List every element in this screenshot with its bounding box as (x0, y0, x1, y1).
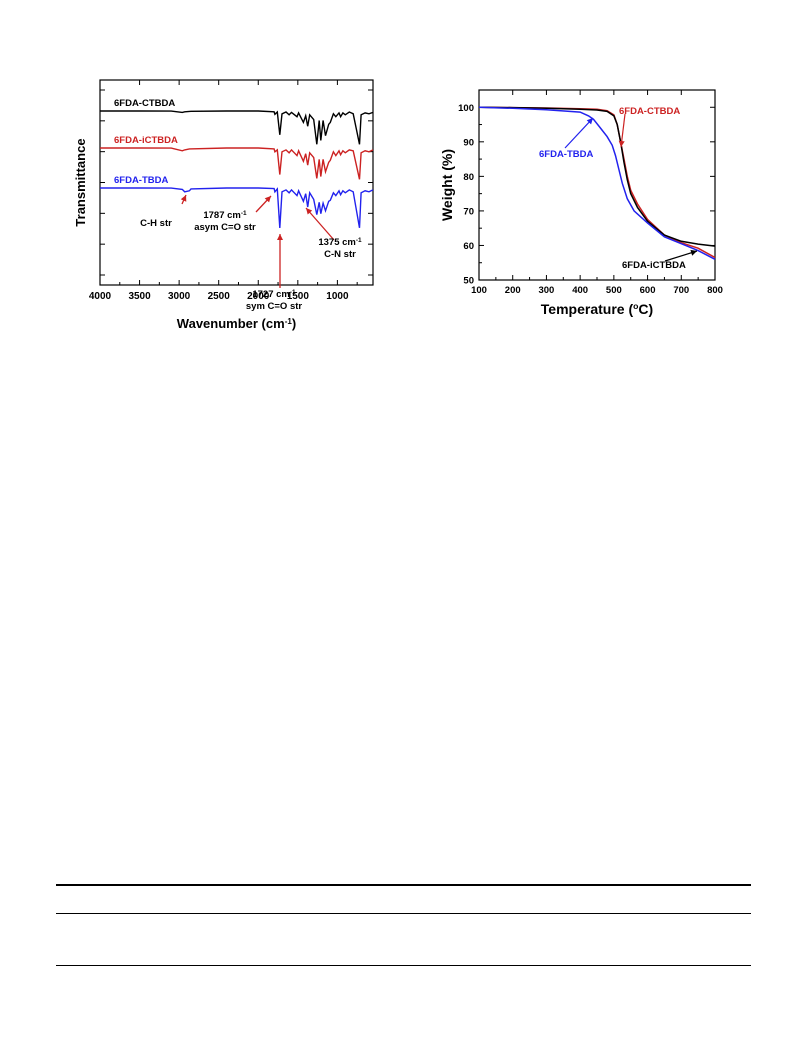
tga-x-tick-label: 600 (640, 285, 656, 296)
ftir-annotation-line1: C-H str (140, 218, 172, 229)
table-bottom-rule (56, 965, 751, 966)
tga-series-label: 6FDA-CTBDA (619, 106, 680, 117)
tga-y-tick-label: 80 (463, 172, 474, 183)
ftir-annotation-line1: 1375 cm-1 (318, 237, 362, 249)
ftir-x-tick-label: 4000 (89, 291, 112, 302)
ftir-x-axis-label: Wavenumber (cm-1) (177, 316, 296, 331)
tga-label-arrowhead (618, 140, 625, 147)
ftir-annotation-line2: sym C=O str (246, 301, 303, 312)
tga-weight-chart: 100 200 300 400 500 600 700 800 50 60 70 80 90 100 Tem… (439, 89, 723, 317)
tga-label-arrowhead (690, 249, 697, 256)
tga-x-axis-label: Temperature (oC) (541, 301, 653, 317)
ftir-x-tick-label: 3500 (128, 291, 151, 302)
tga-x-axis-label-end: C) (638, 301, 653, 317)
ftir-annotation-text: C-H str (140, 218, 172, 229)
tga-series-line (478, 106, 716, 260)
tga-x-axis-label-sup: o (633, 301, 638, 311)
ftir-annotation-text: 1727 cm (252, 289, 290, 300)
ftir-x-axis-label-main: Wavenumber (cm (177, 316, 285, 331)
tga-x-tick-label: 500 (606, 285, 622, 296)
ftir-x-axis-label-sup: -1 (285, 317, 293, 326)
ftir-annotation-line2: asym C=O str (194, 222, 256, 233)
ftir-annotation-arrowhead (306, 208, 313, 215)
tga-y-axis-label: Weight (%) (439, 149, 455, 221)
tga-x-tick-label: 700 (673, 285, 689, 296)
tga-series-line (478, 106, 716, 247)
ftir-x-tick-label: 2500 (208, 291, 231, 302)
ftir-x-axis-label-end: ) (292, 316, 296, 331)
tga-y-tick-label: 100 (458, 103, 474, 114)
ftir-annotation-text: 1375 cm (318, 237, 356, 248)
ftir-series-line (100, 147, 374, 180)
ftir-annotation-text: 1787 cm (203, 210, 241, 221)
ftir-annotation-sup: -1 (290, 289, 296, 296)
ftir-spectra-chart: 4000 3500 3000 2500 2000 1500 1000 Wavenumber (… (73, 79, 374, 331)
tga-y-tick-label: 90 (463, 137, 474, 148)
ftir-annotation-arrowhead (180, 195, 187, 202)
tga-y-tick-label: 60 (463, 241, 474, 252)
ftir-annotation-arrowhead (264, 196, 271, 203)
ftir-annotation-arrowhead (277, 234, 283, 240)
ftir-x-tick-label: 1500 (287, 291, 310, 302)
ftir-x-tick-label: 1000 (326, 291, 349, 302)
tga-series-label: 6FDA-iCTBDA (622, 260, 686, 271)
ftir-series-label: 6FDA-iCTBDA (114, 135, 178, 146)
tga-x-axis-label-main: Temperature ( (541, 301, 634, 317)
tga-label-arrow (564, 117, 594, 149)
tga-x-tick-label: 300 (538, 285, 554, 296)
ftir-annotation-sup: -1 (356, 237, 362, 244)
tga-series-label: 6FDA-TBDA (539, 149, 593, 160)
ftir-annotation-arrow (305, 207, 335, 241)
ftir-series-line (100, 187, 374, 229)
ftir-annotation-line1: 1727 cm-1 (252, 289, 296, 301)
tga-label-arrowhead (586, 118, 593, 125)
ftir-series-label: 6FDA-TBDA (114, 175, 168, 186)
tga-x-tick-label: 100 (471, 285, 487, 296)
table-top-rule (56, 884, 751, 886)
tga-series-line (478, 106, 716, 259)
tga-y-tick-label: 50 (463, 276, 474, 287)
table-header-rule (56, 913, 751, 914)
ftir-series-line (100, 110, 374, 145)
ftir-x-tick-label: 2000 (247, 291, 270, 302)
ftir-annotation-line1: 1787 cm-1 (203, 210, 247, 222)
ftir-y-axis-label: Transmittance (73, 138, 88, 226)
tga-x-tick-label: 400 (572, 285, 588, 296)
ftir-annotation-sup: -1 (241, 210, 247, 217)
tga-x-tick-label: 200 (505, 285, 521, 296)
tga-y-tick-label: 70 (463, 206, 474, 217)
ftir-series-label: 6FDA-CTBDA (114, 98, 175, 109)
ftir-x-tick-label: 3000 (168, 291, 191, 302)
ftir-annotation-line2: C-N str (324, 249, 356, 260)
tga-plot-frame (478, 89, 716, 281)
tga-x-tick-label: 800 (707, 285, 723, 296)
